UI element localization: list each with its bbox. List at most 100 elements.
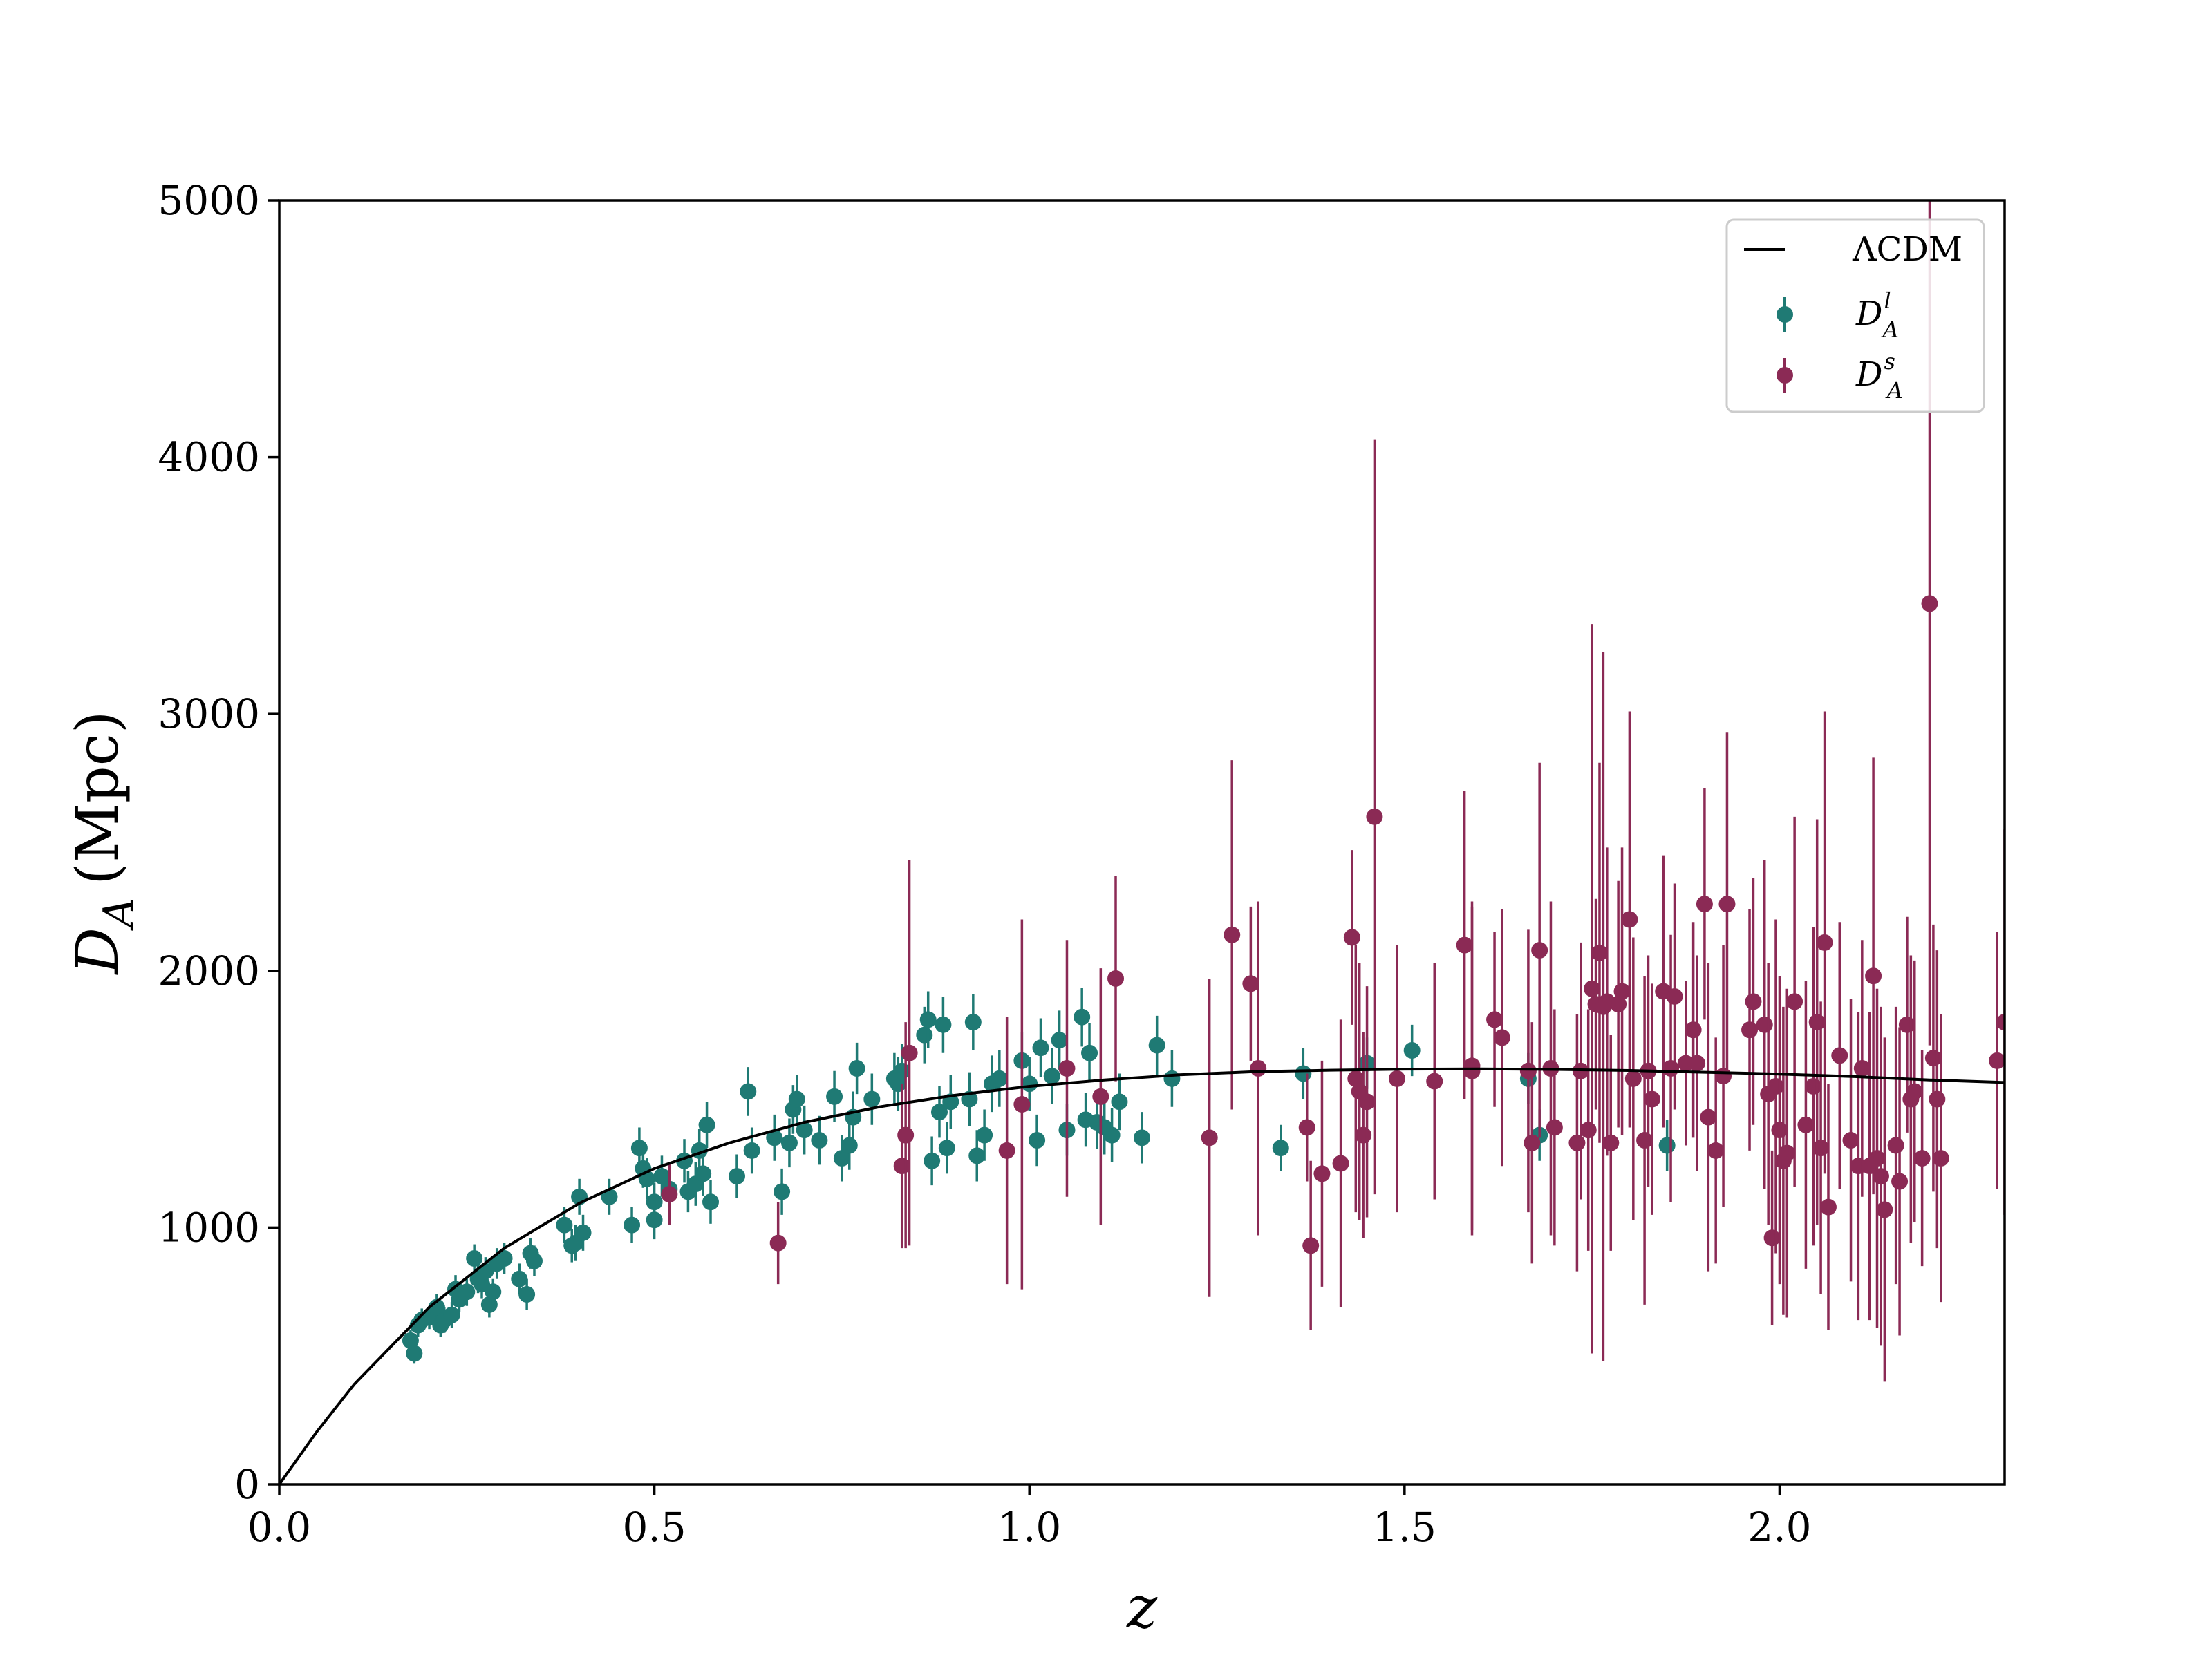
data-point-source [661, 1186, 678, 1203]
legend-label-lcdm: ΛCDM [1852, 230, 1962, 269]
data-point-lens [935, 1016, 952, 1033]
data-point-lens [1111, 1093, 1128, 1111]
data-point-source [1343, 929, 1360, 946]
data-point-source [1819, 1198, 1837, 1216]
data-point-source [1584, 980, 1601, 997]
x-tick-label: 1.5 [1373, 1504, 1436, 1551]
legend-source-sub: A [1885, 377, 1903, 404]
legend-source-symbol: D [1855, 355, 1882, 394]
data-point-source [1898, 1016, 1915, 1033]
data-point-source [1613, 983, 1631, 1000]
data-point-source [1797, 1116, 1815, 1133]
data-point-source [1786, 993, 1803, 1010]
data-point-lens [1658, 1137, 1676, 1154]
x-tick-label: 2.0 [1747, 1504, 1811, 1551]
data-point-lens [698, 1116, 715, 1133]
data-point-lens [1163, 1070, 1181, 1087]
data-point-lens [1032, 1039, 1049, 1057]
data-point-source [1568, 1134, 1586, 1151]
data-point-source [1989, 1052, 2005, 1069]
data-point-source [1718, 896, 1736, 913]
data-point-source [1298, 1119, 1315, 1136]
data-point-source [1805, 1078, 1822, 1095]
legend-marker-source [1777, 367, 1793, 384]
data-point-source [1913, 1150, 1931, 1167]
data-point-source [1666, 988, 1683, 1005]
data-point-lens [1043, 1068, 1060, 1085]
data-point-source [1426, 1073, 1443, 1090]
data-point-source [998, 1142, 1015, 1159]
data-point-source [1332, 1155, 1349, 1172]
data-point-lens [702, 1193, 719, 1211]
data-point-lens [991, 1070, 1008, 1087]
data-point-source [1685, 1021, 1702, 1039]
data-point-lens [511, 1270, 528, 1287]
data-point-lens [938, 1140, 955, 1157]
data-point-lens [774, 1183, 791, 1200]
legend-marker-lens [1777, 306, 1793, 323]
data-point-source [1696, 896, 1713, 913]
data-point-source [1689, 1055, 1706, 1072]
data-point-source [1388, 1070, 1405, 1087]
data-point-lens [766, 1129, 783, 1146]
data-point-lens [443, 1306, 460, 1323]
data-point-source [1831, 1047, 1848, 1064]
data-point-source [1519, 1062, 1537, 1079]
data-point-source [1853, 1060, 1871, 1077]
data-point-source [1531, 942, 1548, 959]
data-point-lens [496, 1249, 513, 1267]
data-point-source [1808, 1014, 1826, 1031]
ticks-layer: 0.0 0.5 1.0 1.5 2.0 0 1000 2000 3000 4000 5000 [158, 177, 1811, 1551]
legend-label-lens: Dl A [1855, 287, 1899, 343]
data-point-lens [1272, 1140, 1289, 1157]
data-point-lens [1029, 1132, 1046, 1149]
x-tick-label: 1.0 [997, 1504, 1061, 1551]
data-point-source [1524, 1134, 1541, 1151]
legend-lens-sub: A [1881, 317, 1899, 343]
legend-lens-sup: l [1884, 287, 1891, 314]
data-point-source [1355, 1126, 1372, 1144]
y-axis-label-subscript: A [95, 898, 143, 931]
data-point-lens [740, 1083, 757, 1100]
data-point-source [1812, 1140, 1830, 1157]
legend-source-sup: s [1884, 348, 1895, 375]
series-source [661, 200, 2005, 1382]
y-tick-label: 5000 [158, 177, 260, 224]
data-point-source [1876, 1201, 1893, 1218]
data-point-lens [811, 1132, 828, 1149]
y-axis-label-symbol: D [64, 927, 131, 975]
data-point-source [1745, 993, 1762, 1010]
data-point-lens [780, 1134, 798, 1151]
data-point-source [1456, 936, 1473, 954]
data-point-lens [1051, 1032, 1068, 1049]
data-point-lens [743, 1142, 760, 1159]
data-point-source [1250, 1060, 1267, 1077]
data-point-source [1868, 1150, 1886, 1167]
data-point-source [1313, 1165, 1331, 1182]
data-point-lens [1403, 1041, 1421, 1059]
data-point-source [1768, 1078, 1785, 1095]
data-point-source [1580, 1122, 1597, 1139]
y-tick-label: 3000 [158, 690, 260, 737]
data-point-lens [518, 1286, 536, 1303]
data-point-source [1602, 1134, 1620, 1151]
legend-label-source: Ds A [1855, 348, 1903, 404]
data-point-lens [863, 1090, 881, 1108]
data-point-source [1842, 1132, 1859, 1149]
data-point-lens [574, 1224, 592, 1241]
legend-lens-symbol: D [1855, 294, 1882, 333]
data-point-lens [968, 1147, 986, 1164]
data-point-source [1643, 1090, 1660, 1108]
plot-frame [278, 199, 2006, 1486]
data-point-source [1624, 1070, 1642, 1087]
data-point-source [1092, 1088, 1109, 1105]
data-point-source [1865, 967, 1882, 985]
data-point-source [1924, 1050, 1942, 1067]
y-tick-label: 0 [234, 1461, 260, 1508]
data-point-lens [1074, 1008, 1091, 1026]
data-point-source [1201, 1129, 1218, 1146]
data-point-lens [848, 1060, 865, 1077]
data-point-source [1358, 1093, 1376, 1111]
data-point-lens [916, 1026, 933, 1044]
